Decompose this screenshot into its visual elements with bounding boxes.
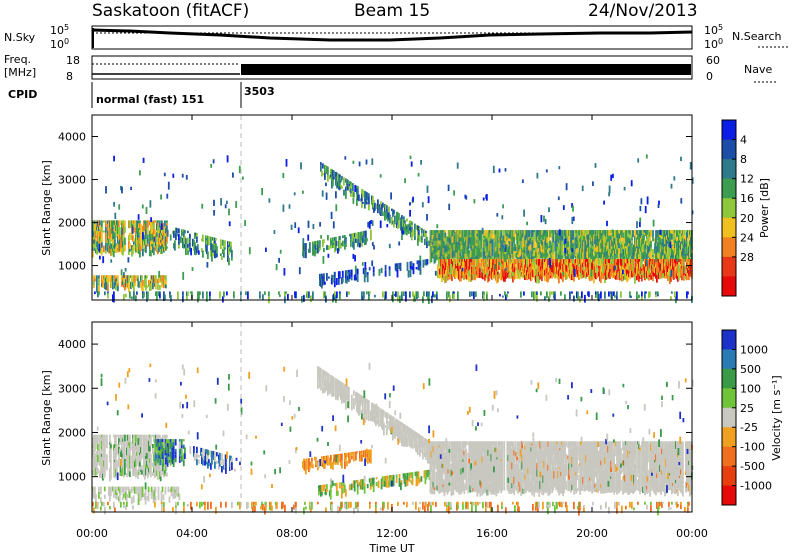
nsky-tick-bottom: 100	[50, 37, 69, 51]
date-title: 24/Nov/2013	[588, 1, 698, 21]
colorbar-swatch	[722, 466, 736, 487]
colorbar-tick: 1000	[740, 343, 768, 356]
colorbar-swatch	[722, 237, 736, 258]
y-tick-label: 1000	[58, 260, 86, 273]
y-tick-label: 3000	[58, 382, 86, 395]
power-ylabel: Slant Range [km]	[40, 160, 53, 256]
nsky-tick-top: 105	[50, 23, 69, 37]
colorbar-swatch	[722, 159, 736, 180]
colorbar-tick: -1000	[740, 480, 772, 493]
colorbar-tick: 500	[740, 363, 761, 376]
velocity-colorbar: 1000 500 100 25 -25 -100 -500 -1000	[721, 329, 772, 506]
power-colorbar-label: Power [dB]	[758, 178, 771, 238]
nave-tick-top: 60	[706, 54, 720, 67]
colorbar-frame	[721, 119, 737, 297]
y-tick-label: 1000	[58, 471, 86, 484]
velocity-heatmap	[92, 362, 694, 516]
colorbar-tick: 20	[740, 212, 754, 225]
colorbar-tick: 8	[740, 153, 747, 166]
nave-label: Nave	[744, 63, 772, 76]
colorbar-swatch	[722, 388, 736, 409]
freq-tick-bottom: 8	[66, 70, 73, 83]
power-yticks: 1000 2000 3000 4000	[58, 131, 692, 273]
power-heatmap	[92, 154, 694, 304]
colorbar-tick: 12	[740, 173, 754, 186]
velocity-panel: 1000 2000 3000 4000 Slant Range [km] 1000 50…	[40, 321, 783, 516]
freq-label: Freq.	[4, 53, 31, 66]
colorbar-swatch	[722, 120, 736, 141]
colorbar-swatch	[722, 276, 736, 297]
cpid-mode-1: normal (fast) 151	[96, 93, 204, 106]
cpid-mode-2: 3503	[244, 85, 275, 98]
y-tick-label: 4000	[58, 338, 86, 351]
colorbar-tick: 16	[740, 192, 754, 205]
cpid-label: CPID	[8, 88, 37, 101]
colorbar-tick: 4	[740, 134, 747, 147]
x-tick-label: 08:00	[276, 527, 308, 540]
x-tick-label: 20:00	[576, 527, 608, 540]
x-tick-label: 12:00	[376, 527, 408, 540]
colorbar-swatch	[722, 485, 736, 506]
colorbar-swatch	[722, 139, 736, 160]
x-tick-label: 00:00	[76, 527, 108, 540]
power-panel: 1000 2000 3000 4000 Slant Range [km] 4 8 12 16…	[40, 114, 771, 304]
nsearch-tick-bottom: 100	[704, 37, 723, 51]
colorbar-swatch	[722, 368, 736, 389]
nave-tick-bottom: 0	[706, 70, 713, 83]
colorbar-tick: -25	[740, 421, 758, 434]
power-colorbar: 4 8 12 16 20 24 28	[721, 119, 754, 297]
freq-unit: [MHz]	[4, 66, 36, 79]
colorbar-swatch	[722, 330, 736, 350]
y-tick-label: 2000	[58, 217, 86, 230]
x-tick-label: 00:00	[676, 527, 708, 540]
x-axis-label: Time UT	[368, 542, 414, 554]
y-tick-label: 2000	[58, 426, 86, 439]
colorbar-tick: 24	[740, 231, 754, 244]
colorbar-swatch	[722, 217, 736, 238]
colorbar-swatch	[722, 256, 736, 277]
y-tick-label: 4000	[58, 131, 86, 144]
nsearch-tick-top: 105	[704, 23, 723, 37]
freq-tick-top: 18	[66, 54, 80, 67]
colorbar-tick: 25	[740, 402, 754, 415]
nsky-panel: N.Sky 105 100 105 100 N.Search	[4, 23, 788, 51]
x-axis: 00:00 04:00 08:00 12:00 16:00 20:00 00:00	[76, 115, 708, 540]
colorbar-swatch	[722, 427, 736, 448]
colorbar-frame	[721, 329, 737, 506]
nsky-line	[91, 28, 693, 42]
freq-nave-band	[241, 64, 691, 75]
colorbar-swatch	[722, 198, 736, 219]
colorbar-swatch	[722, 407, 736, 428]
velocity-colorbar-label: Velocity [m s⁻¹]	[770, 375, 783, 460]
nsky-label: N.Sky	[4, 31, 36, 44]
colorbar-swatch	[722, 446, 736, 467]
y-tick-label: 3000	[58, 174, 86, 187]
nsearch-label: N.Search	[732, 30, 782, 43]
velocity-ylabel: Slant Range [km]	[40, 370, 53, 466]
colorbar-tick: 28	[740, 251, 754, 264]
station-title: Saskatoon (fitACF)	[92, 1, 249, 21]
colorbar-tick: -500	[740, 460, 765, 473]
velocity-yticks: 1000 2000 3000 4000	[58, 338, 692, 484]
colorbar-tick: 100	[740, 382, 761, 395]
colorbar-tick: -100	[740, 441, 765, 454]
freq-panel: Freq. [MHz] 18 8 60 0 Nave	[4, 53, 776, 83]
x-tick-label: 04:00	[176, 527, 208, 540]
beam-title: Beam 15	[354, 1, 430, 21]
colorbar-swatch	[722, 178, 736, 199]
colorbar-swatch	[722, 349, 736, 370]
cpid-panel: CPID normal (fast) 151 3503	[8, 82, 275, 108]
x-tick-label: 16:00	[476, 527, 508, 540]
